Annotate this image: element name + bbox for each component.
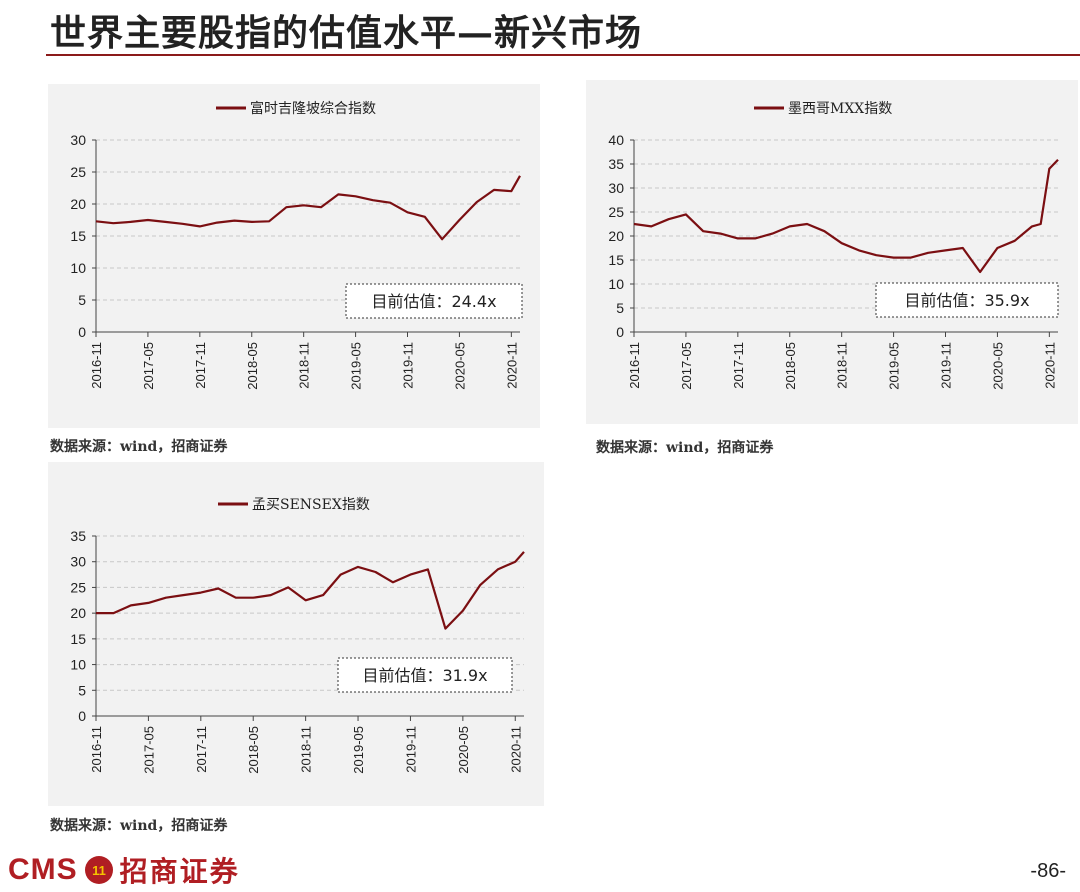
chart-svg: 孟买SENSEX指数 0 5 10 15 20 25 30 35 2016-11 2017-05 20… [70, 497, 525, 774]
legend: 富时吉隆坡综合指数 [216, 100, 376, 117]
annotation-box [345, 283, 523, 319]
legend: 墨西哥MXX指数 [754, 101, 892, 117]
chart-svg: 富时吉隆坡综合指数 0 5 10 15 20 25 30 2016-11 2017-05 2017-… [70, 100, 523, 390]
y-tick-label: 0 [78, 324, 86, 340]
y-tick-label: 20 [70, 605, 86, 621]
x-tick-label: 2020-11 [504, 342, 519, 389]
series-line [96, 551, 525, 630]
y-tick-label: 0 [616, 324, 624, 340]
x-tick-label: 2018-05 [245, 342, 260, 390]
y-tick-label: 35 [70, 528, 86, 544]
logo-latin-text: CMS [8, 853, 78, 886]
legend-label: 孟买SENSEX指数 [252, 497, 370, 513]
y-tick-label: 35 [608, 156, 624, 172]
x-tick-label: 2017-05 [141, 726, 156, 774]
page-number: -86- [1030, 860, 1066, 882]
y-tick-label: 5 [78, 682, 86, 698]
x-tick-label: 2019-11 [939, 342, 954, 389]
chart-mxx: 墨西哥MXX指数 0 5 10 15 20 25 30 35 40 2016-11 2017-05 20… [586, 80, 1078, 424]
x-tick-label: 2020-05 [456, 726, 471, 774]
series-line [633, 158, 1059, 274]
y-tick-label: 5 [78, 292, 86, 308]
y-tick-label: 30 [70, 132, 86, 148]
logo-badge-text: 11 [92, 863, 106, 878]
x-tick-label: 2018-05 [246, 726, 261, 774]
y-tick-label: 20 [70, 196, 86, 212]
annotation-box [337, 657, 513, 693]
y-tick-label: 10 [70, 657, 86, 673]
x-tick-label: 2019-05 [349, 342, 364, 390]
annotation-box [875, 282, 1059, 318]
y-tick-label: 15 [70, 631, 86, 647]
x-tick-label: 2017-11 [731, 342, 746, 389]
legend-label: 墨西哥MXX指数 [788, 101, 892, 117]
annotation-text: 目前估值：35.9x [904, 291, 1029, 310]
x-tick-label: 2017-05 [141, 342, 156, 390]
y-tick-label: 10 [608, 276, 624, 292]
x-tick-label: 2018-05 [783, 342, 798, 390]
annotation-text: 目前估值：24.4x [371, 292, 496, 311]
source-note-sensex: 数据来源：wind，招商证券 [50, 818, 228, 834]
chart-sensex: 孟买SENSEX指数 0 5 10 15 20 25 30 35 2016-11 2017-05 20… [48, 462, 544, 806]
x-tick-label: 2020-11 [1042, 342, 1057, 389]
x-tick-label: 2017-11 [194, 726, 209, 773]
chart-svg: 墨西哥MXX指数 0 5 10 15 20 25 30 35 40 2016-11 2017-05 20… [608, 101, 1059, 390]
x-tick-label: 2020-11 [508, 726, 523, 773]
legend: 孟买SENSEX指数 [218, 497, 370, 513]
logo-badge-icon: 11 [84, 856, 113, 884]
y-tick-label: 5 [616, 300, 624, 316]
y-tick-label: 30 [608, 180, 624, 196]
y-tick-label: 25 [70, 579, 86, 595]
y-tick-label: 15 [70, 228, 86, 244]
annotation-text: 目前估值：31.9x [362, 666, 487, 685]
y-tick-label: 40 [608, 132, 624, 148]
x-tick-label: 2016-11 [89, 342, 104, 389]
chart-klci: 富时吉隆坡综合指数 0 5 10 15 20 25 30 2016-11 2017-05 2017-… [48, 84, 540, 428]
logo-chinese-text: 招商证券 [119, 855, 240, 888]
x-tick-label: 2020-05 [452, 342, 467, 390]
x-tick-label: 2016-11 [89, 726, 104, 773]
y-tick-label: 15 [608, 252, 624, 268]
x-tick-label: 2019-11 [403, 726, 418, 773]
y-tick-label: 0 [78, 708, 86, 724]
y-tick-label: 25 [608, 204, 624, 220]
x-tick-label: 2020-05 [990, 342, 1005, 390]
x-tick-label: 2017-05 [679, 342, 694, 390]
y-tick-label: 20 [608, 228, 624, 244]
source-note-mxx: 数据来源：wind，招商证券 [596, 440, 774, 456]
x-tick-label: 2018-11 [299, 726, 314, 773]
page-title: 世界主要股指的估值水平—新兴市场 [50, 12, 643, 54]
y-tick-label: 30 [70, 554, 86, 570]
x-tick-label: 2018-11 [297, 342, 312, 389]
x-tick-label: 2019-11 [401, 342, 416, 389]
y-tick-label: 25 [70, 164, 86, 180]
company-logo: CMS 11 招商证券 [8, 850, 240, 890]
x-tick-label: 2019-05 [887, 342, 902, 390]
x-tick-label: 2018-11 [835, 342, 850, 389]
x-tick-label: 2019-05 [351, 726, 366, 774]
x-tick-label: 2017-11 [193, 342, 208, 389]
source-note-klci: 数据来源：wind，招商证券 [50, 439, 228, 455]
x-tick-label: 2016-11 [627, 342, 642, 389]
title-divider [46, 54, 1080, 56]
legend-label: 富时吉隆坡综合指数 [250, 100, 376, 117]
y-tick-label: 10 [70, 260, 86, 276]
series-line [95, 175, 521, 241]
